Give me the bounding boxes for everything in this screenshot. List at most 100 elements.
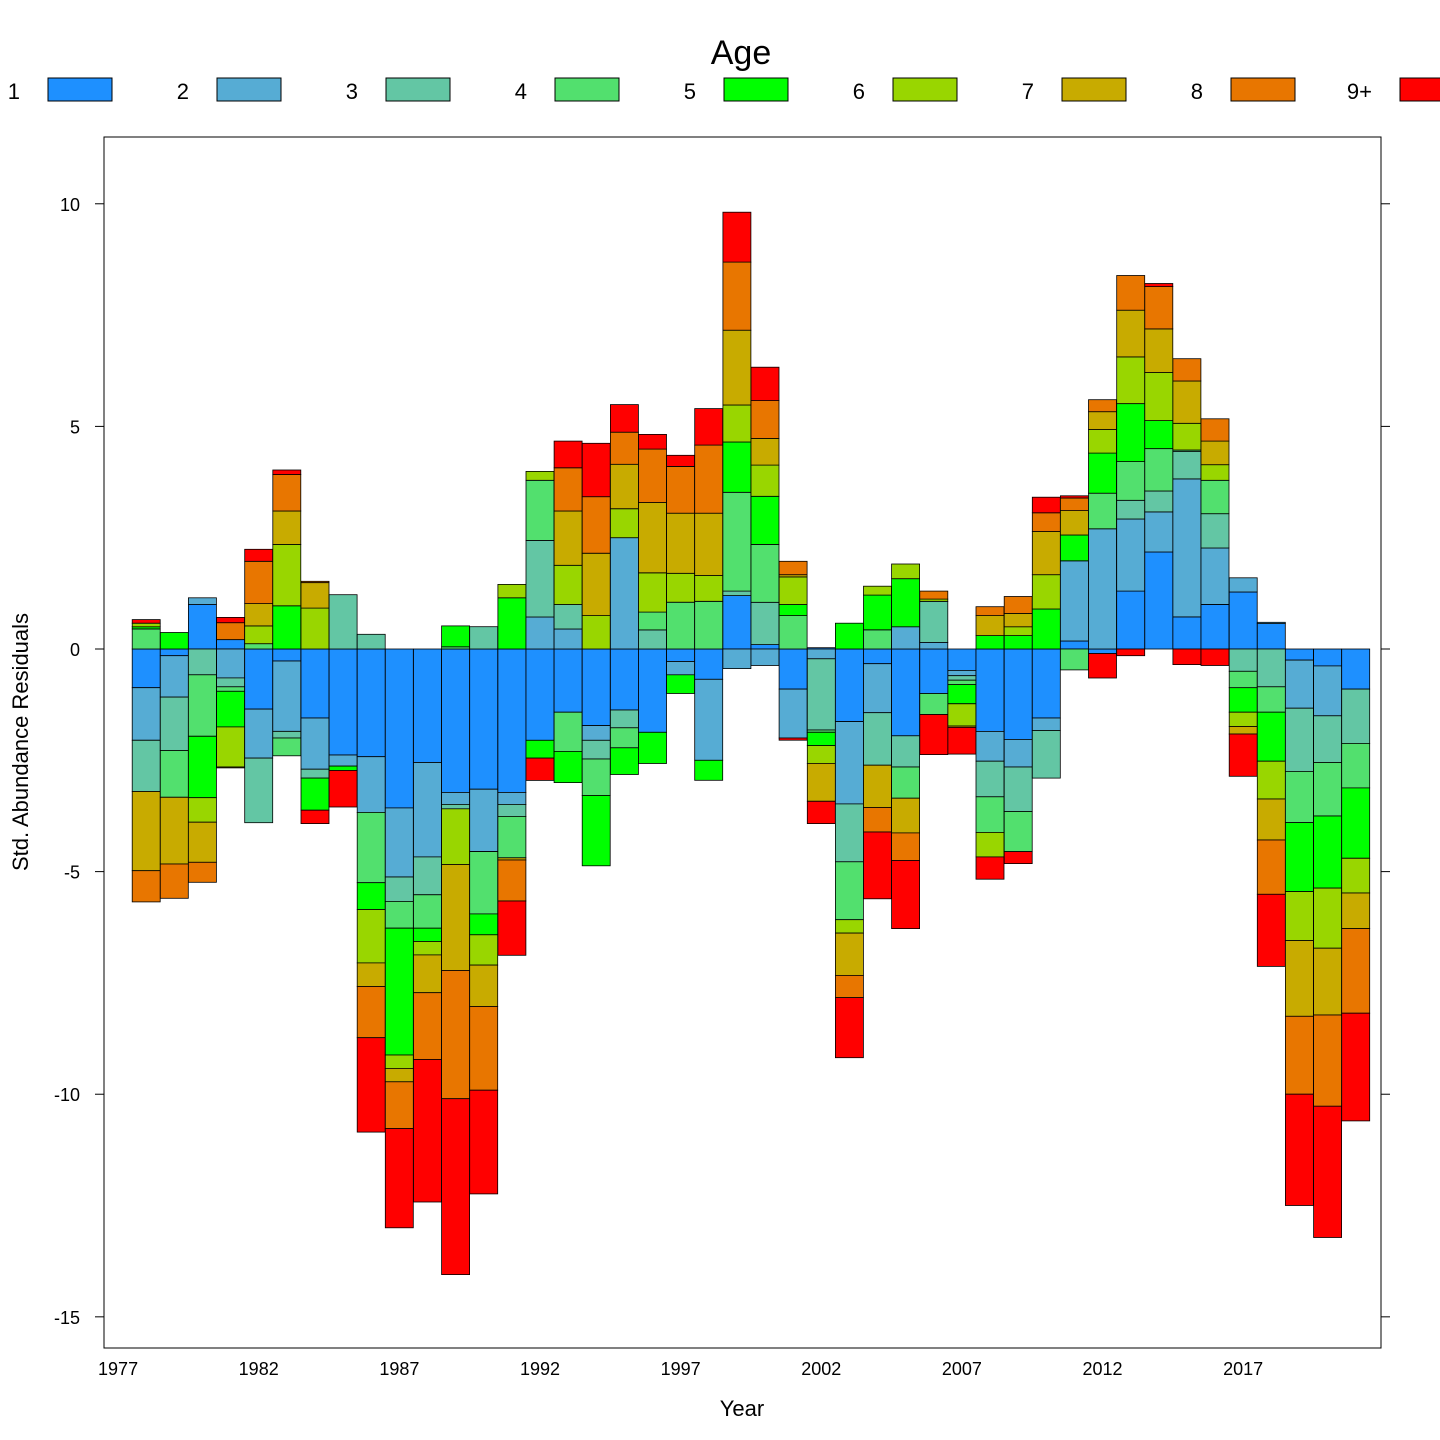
bar-segment	[1172, 478, 1202, 618]
bar-segment	[1060, 495, 1089, 499]
bar-segment	[216, 690, 246, 728]
bar-segment	[187, 735, 217, 799]
bar-segment	[1088, 528, 1117, 650]
bar-segment	[947, 670, 977, 677]
bar-segment	[328, 770, 358, 808]
bar-segment	[778, 688, 808, 739]
bar-segment	[1003, 635, 1033, 650]
bar-segment	[159, 863, 189, 899]
bar-segment	[1341, 743, 1371, 789]
bar-segment	[610, 537, 639, 650]
legend-swatch	[216, 77, 282, 102]
bar-segment	[216, 766, 246, 769]
bar-segment	[1116, 356, 1146, 404]
bar-segment	[947, 679, 977, 686]
legend-swatch	[1061, 77, 1127, 102]
bar-segment	[722, 211, 752, 263]
legend: 1 2 3 4 5 6 7 8 9+	[8, 77, 1440, 104]
bar-segment	[1172, 616, 1202, 650]
bar-segment	[469, 913, 499, 936]
bar-segment	[581, 615, 611, 650]
legend-label: 2	[177, 79, 189, 104]
bar-segment	[441, 648, 471, 793]
bar-segment	[750, 366, 780, 402]
y-tick-label: -15	[54, 1308, 80, 1328]
legend-swatch	[554, 77, 620, 102]
bar-segment	[610, 747, 639, 775]
bar-segment	[581, 725, 611, 741]
bar-segment	[384, 927, 414, 1056]
x-tick-label: 2007	[942, 1359, 982, 1379]
bar-segment	[975, 606, 1005, 617]
bar-segment	[1341, 1012, 1371, 1122]
bar-segment	[131, 870, 161, 903]
bar-segment	[1228, 733, 1258, 777]
bar-segment	[1285, 822, 1314, 892]
bar-segment	[1285, 648, 1314, 661]
bar-segment	[891, 735, 920, 768]
bar-segment	[272, 510, 302, 545]
legend-label: 3	[346, 79, 358, 104]
bar-segment	[356, 962, 386, 987]
bar-segment	[441, 804, 471, 810]
bar-segment	[778, 648, 808, 690]
bar-segment	[610, 709, 639, 729]
bar-segment	[356, 633, 386, 650]
bar-segment	[1200, 464, 1230, 481]
bar-segment	[300, 648, 330, 719]
bar-segment	[919, 714, 949, 755]
bar-segment	[553, 648, 583, 713]
x-tick-label: 1982	[239, 1359, 279, 1379]
bar-segment	[1228, 726, 1258, 735]
x-tick-label: 1997	[661, 1359, 701, 1379]
bar-segment	[497, 900, 527, 956]
bar-segment	[272, 474, 302, 512]
bar-segment	[919, 693, 949, 715]
bar-segment	[891, 648, 920, 737]
bar-segment	[469, 851, 499, 915]
bar-segment	[1256, 648, 1286, 688]
bar-segment	[694, 408, 724, 446]
bar-segment	[441, 792, 471, 805]
bar-segment	[694, 601, 724, 650]
bar-segment	[1144, 283, 1174, 287]
bar-segment	[272, 731, 302, 739]
bar-segment	[1144, 420, 1174, 450]
bar-segment	[553, 467, 583, 512]
bar-segment	[441, 625, 471, 648]
bar-segment	[131, 619, 161, 624]
bar-segment	[1088, 411, 1117, 430]
bar-segment	[835, 997, 864, 1059]
bar-segment	[1060, 534, 1089, 562]
bar-segment	[666, 466, 695, 514]
bar-segment	[1060, 640, 1089, 650]
bar-segment	[1116, 648, 1146, 657]
bar-segment	[581, 758, 611, 796]
bar-segment	[272, 648, 302, 662]
bar-segment	[384, 1128, 414, 1229]
bar-segment	[1031, 496, 1061, 514]
bar-segment	[947, 727, 977, 755]
bar-segment	[159, 796, 189, 865]
bar-segment	[638, 572, 667, 613]
bar-segment	[1116, 518, 1146, 592]
bar-segment	[1256, 621, 1286, 624]
bar-segment	[356, 812, 386, 884]
bar-segment	[863, 663, 892, 714]
bar-segment	[1200, 648, 1230, 666]
bar-segment	[919, 590, 949, 600]
bar-segment	[553, 628, 583, 650]
bar-segment	[1341, 688, 1371, 744]
bar-segment	[1003, 811, 1033, 852]
legend-label: 9+	[1347, 79, 1372, 104]
bar-segment	[244, 548, 274, 562]
bar-segment	[581, 552, 611, 616]
bar-segment	[187, 797, 217, 823]
bar-segment	[1088, 648, 1117, 654]
bar-segment	[1003, 851, 1033, 864]
bar-segment	[863, 585, 892, 596]
bar-segment	[863, 764, 892, 808]
bar-segment	[722, 595, 752, 650]
bar-segment	[384, 901, 414, 929]
legend-label: 7	[1022, 79, 1034, 104]
